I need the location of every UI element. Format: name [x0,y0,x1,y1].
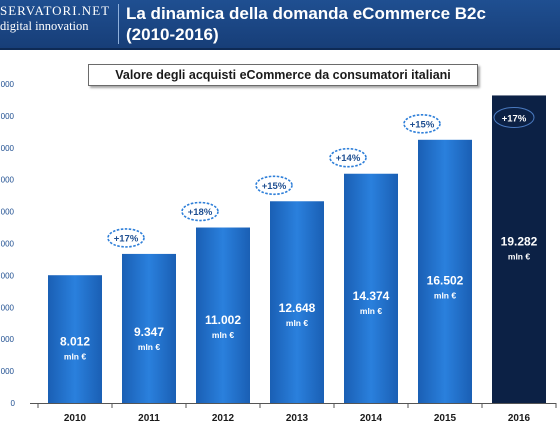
growth-label: +15% [410,119,435,130]
y-tick-label: 20.000 [0,80,15,89]
unit-label: mln € [360,306,382,316]
x-tick-label: 2012 [212,413,235,424]
value-label: 14.374 [353,289,390,303]
unit-label: mln € [212,330,234,340]
unit-label: mln € [508,251,530,261]
growth-label: +17% [502,113,527,124]
chart-title: Valore degli acquisti eCommerce da consu… [88,64,478,86]
page-title: La dinamica della domanda eCommerce B2c [126,4,486,23]
y-tick-label: 4.000 [0,335,15,344]
value-label: 11.002 [205,313,241,327]
header-divider [118,4,119,44]
value-label: 9.347 [134,325,164,339]
y-axis: 0 2.000 4.000 6.000 8.000 10.000 12.000 14.000 1… [0,80,16,408]
header-rule [0,48,560,50]
growth-badge [181,201,219,222]
unit-label: mln € [138,342,160,352]
growth-badge [493,106,535,128]
x-tick-label: 2014 [360,413,383,424]
value-label: 8.012 [60,334,90,348]
header-banner: SERVATORI.NET digital innovation La dina… [0,0,560,48]
bar-2015 [418,139,472,404]
x-tick-label: 2016 [508,413,531,424]
y-tick-label: 16.000 [0,144,15,153]
data-labels: 8.012 mln € 9.347 mln € 11.002 mln € 12.648 mln… [60,234,538,361]
y-tick-label: 12.000 [0,208,15,217]
y-tick-label: 6.000 [0,303,15,312]
y-tick-label: 2.000 [0,367,15,376]
brand-name: SERVATORI.NET [0,3,111,18]
bar-2014 [344,173,398,403]
growth-badge [255,175,293,196]
value-label: 12.648 [279,301,316,315]
growth-label: +17% [114,233,139,244]
bar-2012 [196,227,250,403]
growth-label: +15% [262,181,287,192]
growth-badge [329,147,367,168]
unit-label: mln € [64,351,86,361]
x-tick-label: 2010 [64,413,87,424]
page-title-years: (2010-2016) [126,25,219,44]
bar-2011 [122,253,176,403]
x-tick-label: 2011 [138,413,160,424]
growth-badges: +17% +18% +15% +14% +15% +17% [107,106,535,248]
x-tick-label: 2015 [434,413,457,424]
bar-2013 [270,201,324,403]
x-axis: 2010 2011 2012 2013 2014 2015 2016 [30,403,557,424]
value-label: 16.502 [427,274,464,288]
growth-label: +18% [188,207,213,218]
bar-2010 [48,275,102,403]
growth-label: +14% [336,153,361,164]
x-tick-label: 2013 [286,413,309,424]
y-tick-label: 14.000 [0,176,15,185]
y-tick-label: 8.000 [0,271,15,280]
unit-label: mln € [286,318,308,328]
value-label: 19.282 [501,234,538,248]
unit-label: mln € [434,291,456,301]
y-tick-label: 10.000 [0,240,15,249]
growth-badge [403,113,441,134]
y-tick-label: 18.000 [0,112,15,121]
bars [48,95,546,404]
y-tick-label: 0 [11,399,16,408]
brand-tagline: digital innovation [0,19,89,33]
growth-badge [107,228,145,248]
bar-2016 [492,95,546,404]
